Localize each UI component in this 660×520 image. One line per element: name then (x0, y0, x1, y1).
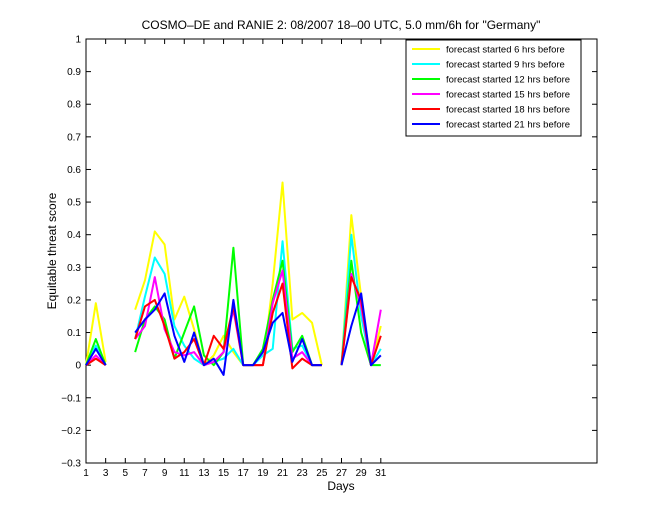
y-tick-label: 0.2 (67, 295, 81, 306)
y-tick-label: 0.6 (67, 165, 81, 176)
series-line-segment (85, 357, 107, 366)
legend-entry: forecast started 15 hrs before (446, 90, 570, 101)
y-tick-label: 0 (75, 361, 81, 372)
legend: forecast started 6 hrs before forecast st… (405, 39, 582, 137)
legend-entry: forecast started 9 hrs before (446, 60, 565, 71)
series-line-segment (134, 292, 322, 376)
series-line-segment (340, 233, 382, 367)
x-tick-label: 23 (297, 468, 309, 479)
x-tick-label: 5 (123, 468, 129, 479)
y-tick-label: 0.7 (67, 132, 81, 143)
chart-title: COSMO–DE and RANIE 2: 08/2007 18–00 UTC,… (142, 18, 541, 32)
x-tick-label: 15 (218, 468, 230, 479)
x-tick-label: 1 (83, 468, 89, 479)
legend-entry: forecast started 18 hrs before (446, 105, 570, 116)
legend-entry: forecast started 6 hrs before (446, 45, 565, 56)
x-tick-label: 11 (179, 468, 190, 479)
x-tick-label: 13 (198, 468, 210, 479)
x-tick-label: 29 (356, 468, 368, 479)
series-line-segment (85, 347, 107, 366)
series-line-segment (340, 292, 382, 367)
series-line-segment (85, 338, 107, 366)
y-tick-label: −0.3 (61, 459, 81, 470)
y-tick-label: −0.1 (61, 393, 81, 404)
x-tick-label: 9 (162, 468, 168, 479)
y-tick-label: 0.5 (67, 198, 81, 209)
legend-entry: forecast started 12 hrs before (446, 75, 570, 86)
x-tick-label: 27 (336, 468, 348, 479)
y-tick-label: 0.4 (67, 230, 81, 241)
y-axis-label: Equitable threat score (45, 192, 59, 309)
x-axis-label: Days (327, 479, 354, 493)
x-tick-label: 31 (375, 468, 387, 479)
legend-entry: forecast started 21 hrs before (446, 120, 570, 131)
x-tick-label: 3 (103, 468, 109, 479)
y-tick-label: 0.9 (67, 67, 81, 78)
series-6 (85, 292, 382, 376)
x-tick-label: 19 (257, 468, 269, 479)
x-tick-label: 25 (316, 468, 328, 479)
series-line-segment (85, 302, 107, 366)
y-tick-label: 0.8 (67, 100, 81, 111)
y-tick-label: 0.1 (67, 328, 81, 339)
x-tick-label: 17 (238, 468, 250, 479)
x-tick-label: 21 (277, 468, 289, 479)
y-tick-label: 0.3 (67, 263, 81, 274)
legend-box (405, 39, 582, 137)
x-tick-label: 7 (142, 468, 148, 479)
y-tick-label: 1 (75, 35, 81, 46)
y-tick-label: −0.2 (61, 426, 81, 437)
